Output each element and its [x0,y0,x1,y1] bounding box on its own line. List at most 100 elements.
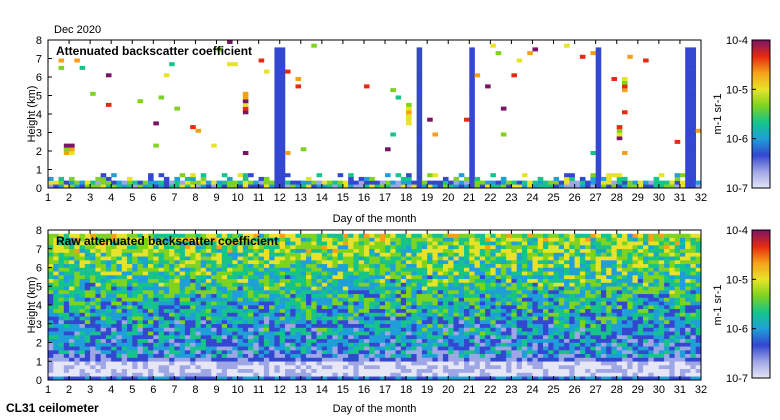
heatmap-cell [142,282,149,287]
heatmap-cell [395,327,402,332]
heatmap-cell [516,263,523,268]
heatmap-cell [179,372,186,377]
heatmap-cell [274,95,281,100]
heatmap-cell [458,331,465,336]
heatmap-cell [158,290,165,295]
heatmap-cell [595,271,602,276]
heatmap-cell [548,368,554,373]
heatmap-cell [363,267,370,272]
heatmap-cell [316,335,323,340]
heatmap-cell [179,252,186,257]
heatmap-cell [232,320,238,325]
heatmap-cell [595,350,602,355]
heatmap-cell [290,233,296,238]
heatmap-cell [237,293,244,298]
heatmap-cell [579,180,586,185]
heatmap-cell [279,143,286,148]
heatmap-cell [321,316,328,321]
heatmap-cell [95,237,101,242]
heatmap-cell [564,176,570,181]
heatmap-cell [453,365,460,370]
heatmap-cell [221,323,228,328]
heatmap-cell [153,184,159,189]
heatmap-cell [132,338,138,343]
heatmap-cell [516,286,523,291]
heatmap-cell [353,316,360,321]
heatmap-cell [595,290,602,295]
heatmap-cell [490,372,496,377]
heatmap-cell [279,263,286,268]
heatmap-cell [548,233,554,238]
heatmap-cell [184,376,191,381]
heatmap-cell [321,301,328,306]
heatmap-cell [184,180,191,185]
heatmap-cell [369,282,375,287]
heatmap-cell [242,256,249,261]
heatmap-cell [516,301,523,306]
heatmap-cell [237,305,244,310]
heatmap-cell [253,233,259,238]
heatmap-cell [63,271,70,276]
heatmap-cell [574,282,581,287]
heatmap-cell [406,260,412,265]
heatmap-cell [432,297,438,302]
heatmap-cell [327,346,333,351]
heatmap-cell [316,275,323,280]
heatmap-cell [469,278,475,283]
heatmap-cell [595,293,602,298]
heatmap-cell [132,365,138,370]
heatmap-cell [432,346,438,351]
heatmap-cell [432,275,438,280]
heatmap-cell [211,252,217,257]
heatmap-cell [564,342,570,347]
heatmap-cell [253,290,259,295]
x-tick-label: 17 [379,192,391,204]
heatmap-cell [511,301,517,306]
heatmap-cell [316,301,323,306]
heatmap-cell [469,252,475,257]
heatmap-cell [348,263,354,268]
heatmap-cell [564,233,570,238]
heatmap-cell [453,252,460,257]
heatmap-cell [58,58,65,63]
heatmap-cell [63,241,70,246]
heatmap-cell [358,256,365,261]
heatmap-cell [358,320,365,325]
heatmap-cell [511,263,517,268]
heatmap-cell [105,271,112,276]
heatmap-cell [253,297,259,302]
heatmap-cell [427,173,433,178]
heatmap-cell [369,346,375,351]
heatmap-cell [269,316,275,321]
heatmap-cell [521,241,528,246]
heatmap-cell [353,312,360,317]
heatmap-cell [342,323,349,328]
heatmap-cell [190,327,196,332]
heatmap-cell [316,173,323,178]
heatmap-cell [84,376,91,381]
heatmap-cell [300,286,307,291]
heatmap-cell [126,278,133,283]
heatmap-cell [163,297,170,302]
heatmap-cell [400,301,407,306]
heatmap-cell [274,372,281,377]
heatmap-cell [432,361,438,366]
heatmap-cell [595,102,602,107]
heatmap-cell [321,357,328,362]
heatmap-cell [595,128,602,133]
heatmap-cell [242,267,249,272]
heatmap-cell [469,297,475,302]
heatmap-cell [126,376,133,381]
heatmap-cell [421,248,428,253]
heatmap-cell [369,338,375,343]
heatmap-cell [58,180,65,185]
heatmap-cell [121,327,128,332]
heatmap-cell [200,342,207,347]
heatmap-cell [421,263,428,268]
heatmap-cell [374,305,381,310]
heatmap-cell [227,372,233,377]
heatmap-cell [100,267,107,272]
heatmap-cell [279,106,286,111]
heatmap-cell [416,305,423,310]
heatmap-cell [685,58,691,63]
